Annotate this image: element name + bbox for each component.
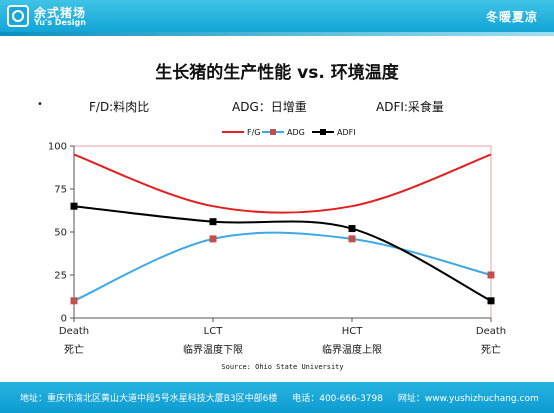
- slide-title: 生长猪的生产性能 vs. 环境温度: [155, 63, 399, 83]
- y-tick-label: 0: [61, 314, 67, 325]
- footer-website[interactable]: 网址：www.yushizhuchang.com: [397, 394, 539, 404]
- footer-bar: 地址：重庆市渝北区黄山大道中段5号水星科技大厦B3区中部6楼 电话：400-66…: [0, 382, 554, 413]
- data-point-adg: [348, 235, 356, 243]
- logo-english-name: Yu's Design: [34, 18, 86, 27]
- y-tick-label: 50: [54, 228, 67, 239]
- legend-label-adg: ADG: [287, 128, 305, 137]
- data-point-adfi: [487, 297, 495, 305]
- legend-label-adfi: ADFI: [337, 128, 356, 137]
- series-line-adg: [73, 231, 492, 302]
- legend-label-f-g: F/G: [247, 128, 261, 137]
- data-point-adfi: [348, 225, 356, 233]
- series-line-adfi: [73, 205, 492, 302]
- footer-contact: 地址：重庆市渝北区黄山大道中段5号水星科技大厦B3区中部6楼 电话：400-66…: [20, 391, 551, 404]
- abbr-adg: ADG：日增重: [232, 100, 307, 114]
- x-tick-label: Death: [59, 326, 89, 337]
- abbr-adfi: ADFI:采食量: [376, 100, 444, 114]
- abbr-fd: F/D:料肉比: [89, 100, 150, 114]
- y-tick-label: 100: [48, 142, 67, 153]
- y-tick-label: 25: [54, 271, 67, 282]
- x-tick-label-cn: 临界温度下限: [183, 343, 243, 356]
- footer-phone: 电话：400-666-3798: [292, 394, 383, 404]
- footer-address: 地址：重庆市渝北区黄山大道中段5号水星科技大厦B3区中部6楼: [20, 394, 278, 404]
- logo-icon: [7, 5, 29, 27]
- logo-name: 余式猪场: [34, 6, 87, 20]
- header-bar: 余式猪场 Yu's Design 冬暖夏凉: [0, 0, 554, 32]
- series-line-f-g: [73, 153, 492, 214]
- bullet-point: •: [37, 99, 43, 110]
- legend-marker-adg: [270, 129, 276, 135]
- data-point-adg: [209, 235, 217, 243]
- data-point-adfi: [70, 202, 78, 210]
- data-point-adg: [487, 271, 495, 279]
- x-tick-label: Death: [476, 326, 506, 337]
- x-tick-label-cn: 死亡: [64, 343, 84, 356]
- x-tick-label-cn: 死亡: [481, 343, 501, 356]
- data-point-adfi: [209, 218, 217, 226]
- chart-source: Source: Ohio State University: [221, 363, 343, 371]
- x-tick-label: LCT: [204, 326, 224, 337]
- x-tick-label-cn: 临界温度上限: [322, 343, 382, 356]
- header-slogan: 冬暖夏凉: [485, 10, 538, 24]
- legend-marker-adfi: [320, 129, 326, 135]
- header-accent-band: [0, 32, 554, 36]
- x-tick-label: HCT: [342, 326, 364, 337]
- y-tick-label: 75: [54, 185, 67, 196]
- performance-line-chart: 0 25 50 75 100 Death 死亡 LCT 临界温度下限 HCT 临界温度上限 Death…: [48, 128, 506, 371]
- data-point-adg: [70, 297, 78, 305]
